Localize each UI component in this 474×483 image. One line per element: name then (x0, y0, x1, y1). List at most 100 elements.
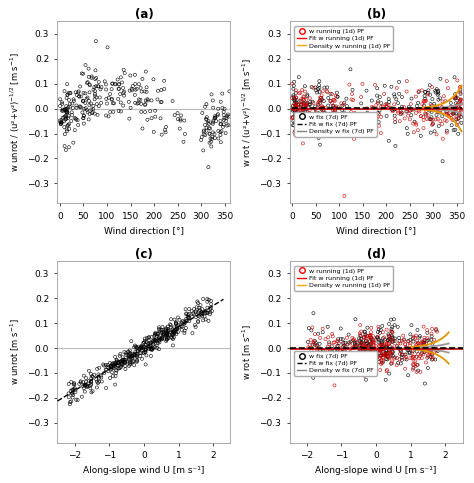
Point (111, 81, 119, 88)
Point (314, 114, 321, 122)
Point (113, 367, 120, 374)
Point (299, 100, 306, 108)
Point (60, 117, 68, 125)
Point (374, 335, 382, 342)
Point (201, 131, 209, 139)
Point (203, 116, 210, 124)
Point (436, 102, 444, 110)
Point (301, 108, 309, 115)
Point (102, 95, 110, 103)
Point (119, 89, 127, 97)
Point (318, 353, 325, 360)
Point (117, 350, 124, 358)
Point (189, 310, 197, 317)
Point (117, 108, 125, 115)
Point (455, 102, 462, 110)
Point (128, 353, 136, 360)
Point (330, 128, 338, 136)
Point (71, 381, 78, 388)
Point (450, 110, 458, 117)
Point (415, 340, 422, 347)
Point (111, 362, 119, 370)
Point (348, 90, 356, 98)
Point (318, 110, 326, 117)
Point (403, 88, 410, 96)
Point (162, 128, 169, 136)
Point (80, 372, 88, 380)
Point (123, 358, 131, 366)
Point (346, 354, 353, 361)
Point (58, 119, 65, 127)
Point (108, 369, 116, 376)
Point (168, 331, 176, 339)
Point (119, 354, 127, 361)
Point (336, 355, 344, 362)
Point (393, 342, 401, 350)
Point (204, 304, 211, 312)
Point (385, 346, 393, 354)
Point (139, 349, 147, 356)
Point (377, 99, 385, 107)
Point (313, 88, 321, 96)
Point (289, 105, 296, 113)
Point (310, 358, 318, 366)
Legend: w fix (7d) PF, Fit w fix (7d) PF, Density w fix (7d) PF: w fix (7d) PF, Fit w fix (7d) PF, Densit… (294, 351, 377, 376)
X-axis label: Along-slope wind U [m s⁻¹]: Along-slope wind U [m s⁻¹] (315, 466, 437, 475)
Point (149, 344, 156, 352)
Point (170, 333, 178, 341)
Point (112, 359, 120, 367)
Point (380, 357, 387, 365)
Point (115, 107, 122, 115)
Point (370, 351, 378, 358)
Point (140, 349, 147, 356)
Point (77, 377, 84, 385)
Point (309, 341, 316, 349)
Point (62, 146, 70, 154)
Point (291, 78, 298, 85)
Point (377, 345, 385, 353)
Point (173, 330, 180, 338)
Point (379, 359, 386, 367)
Point (137, 349, 145, 357)
Point (432, 103, 439, 111)
Point (180, 138, 187, 146)
Point (109, 361, 117, 369)
Point (146, 340, 154, 347)
Point (182, 324, 190, 332)
Point (325, 121, 332, 129)
Point (120, 355, 128, 363)
Point (320, 84, 328, 91)
Point (182, 311, 190, 318)
Point (126, 87, 134, 95)
Point (164, 331, 171, 339)
Point (117, 99, 125, 106)
Point (66, 89, 74, 97)
Point (362, 338, 370, 345)
Point (82, 61, 89, 69)
Point (108, 360, 116, 368)
Point (294, 104, 302, 112)
Point (80, 89, 87, 97)
Point (155, 327, 163, 334)
Point (197, 301, 204, 309)
Point (413, 353, 420, 360)
Point (70, 96, 77, 103)
Point (435, 122, 443, 130)
Point (307, 119, 314, 127)
Point (394, 99, 402, 107)
Y-axis label: w unrot / (u²+v²)$^{-1/2}$ [m s$^{-1}$]: w unrot / (u²+v²)$^{-1/2}$ [m s$^{-1}$] (9, 53, 22, 172)
Point (369, 346, 377, 354)
Point (148, 333, 155, 341)
Point (359, 113, 366, 121)
Point (428, 116, 436, 124)
Point (306, 98, 314, 106)
Point (300, 93, 308, 101)
Point (386, 332, 393, 340)
Point (159, 333, 166, 341)
Point (129, 358, 137, 366)
Point (366, 114, 374, 122)
Point (310, 374, 317, 382)
Point (396, 337, 403, 345)
Point (302, 101, 310, 109)
Point (107, 362, 115, 370)
